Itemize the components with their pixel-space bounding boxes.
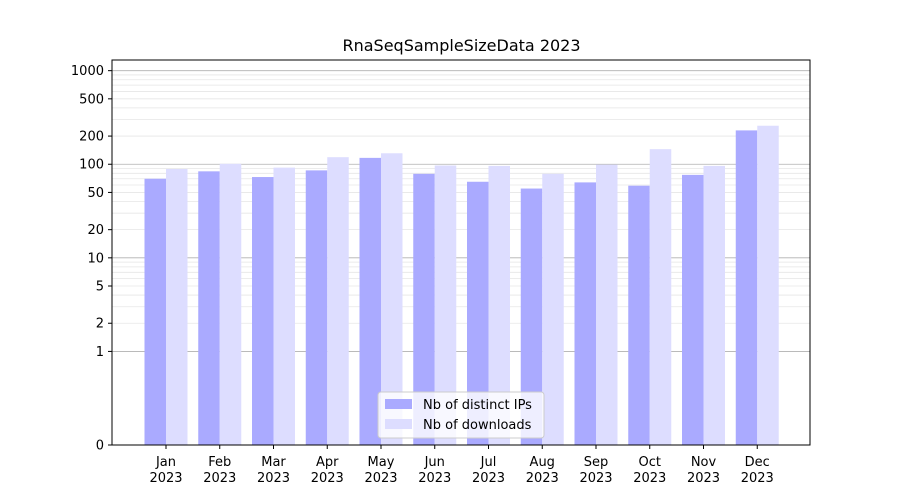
bar-downloads	[649, 149, 672, 445]
y-tick-label: 2	[96, 317, 104, 332]
x-tick-label: Feb 2023	[203, 455, 236, 486]
bar-downloads	[327, 157, 349, 445]
x-tick-label: Jun 2023	[418, 455, 451, 486]
bar-distinct-ips	[413, 173, 435, 446]
bar-distinct-ips	[467, 181, 489, 446]
bar-distinct-ips	[574, 182, 596, 445]
bar-downloads	[434, 165, 457, 446]
bar-downloads	[596, 164, 618, 445]
bar-distinct-ips	[735, 130, 758, 446]
legend-swatch	[385, 419, 412, 429]
y-tick-label: 20	[87, 223, 104, 238]
bar-downloads	[273, 167, 295, 445]
x-tick-label: Nov 2023	[687, 455, 720, 486]
x-tick-label: May 2023	[364, 455, 397, 486]
y-axis: 0 1 2 5 10 20 50 100 200 500 1000	[71, 64, 112, 454]
bar-distinct-ips	[359, 157, 381, 446]
bar-downloads	[219, 163, 242, 445]
bar-downloads	[488, 165, 510, 445]
y-tick-label: 200	[79, 130, 104, 145]
bar-layer	[144, 125, 779, 446]
bar-downloads	[757, 125, 779, 445]
x-tick-label: Jan 2023	[149, 455, 182, 486]
bar-downloads	[166, 168, 188, 445]
bar-distinct-ips	[628, 185, 650, 446]
x-tick-label: Dec 2023	[741, 455, 774, 486]
legend-swatch	[385, 399, 412, 409]
x-tick-label: Sep 2023	[579, 455, 612, 486]
bar-distinct-ips	[305, 170, 328, 445]
y-tick-label: 10	[87, 251, 104, 266]
y-tick-label: 100	[79, 158, 104, 173]
chart-title: RnaSeqSampleSizeData 2023	[342, 36, 580, 55]
y-tick-label: 0	[96, 439, 104, 454]
y-tick-label: 1	[96, 345, 104, 360]
x-tick-label: Jul 2023	[472, 455, 505, 486]
bar-distinct-ips	[682, 174, 704, 445]
y-tick-label: 50	[87, 186, 104, 201]
legend: Nb of distinct IPs Nb of downloads	[377, 391, 545, 439]
bar-distinct-ips	[198, 171, 220, 445]
bar-downloads	[381, 153, 403, 445]
x-axis: Jan 2023 Feb 2023 Mar 2023 Apr 2023 May 2023 Jun 20…	[149, 445, 774, 486]
bar-distinct-ips	[252, 177, 274, 446]
legend-label: Nb of downloads	[423, 418, 532, 433]
bar-downloads	[703, 165, 725, 445]
bar-downloads	[542, 173, 564, 446]
x-tick-label: Oct 2023	[633, 455, 666, 486]
y-tick-label: 1000	[71, 64, 104, 79]
y-tick-label: 5	[96, 280, 104, 295]
y-tick-label: 500	[79, 92, 104, 107]
x-tick-label: Apr 2023	[311, 455, 344, 486]
legend-label: Nb of distinct IPs	[423, 398, 532, 413]
bar-distinct-ips	[144, 178, 166, 446]
plot-frame	[111, 59, 811, 446]
x-tick-label: Mar 2023	[257, 455, 290, 486]
bar-distinct-ips	[520, 188, 543, 445]
x-tick-label: Aug 2023	[526, 455, 559, 486]
legend-box	[377, 391, 545, 439]
